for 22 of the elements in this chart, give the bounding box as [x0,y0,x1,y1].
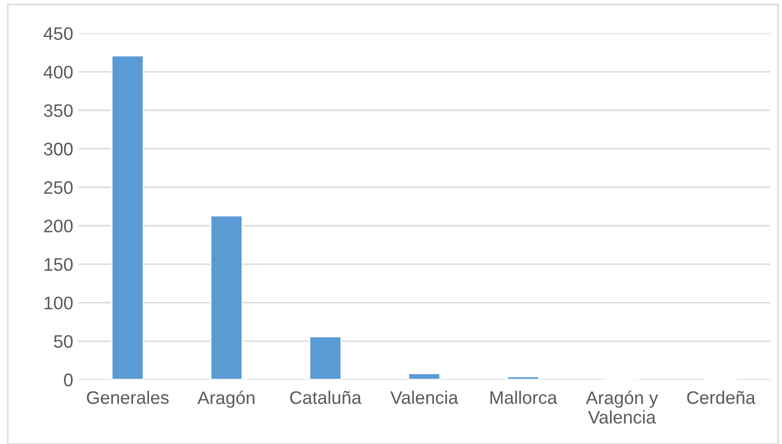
y-tick-label: 0 [64,374,73,386]
y-tick-label: 300 [44,142,73,156]
bar [210,215,244,380]
x-tick-label: Aragón [197,390,254,408]
x-tick-label: Generales [86,390,169,404]
x-tick-label: Aragón y Valencia [586,390,658,424]
y-tick-label: 400 [44,66,73,78]
y-tick-label: 50 [54,335,73,348]
y-tick-label: 150 [44,258,73,271]
y-tick-label: 100 [44,296,73,310]
x-tick-label: Cataluña [290,390,362,404]
bar [111,54,144,380]
y-tick-label: 450 [44,27,73,40]
bar [506,376,540,380]
bar [408,372,441,380]
y-tick-label: 200 [44,220,73,232]
y-tick-label: 350 [44,104,73,117]
x-tick-label: Cerdeña [687,390,756,404]
y-tick-label: 250 [44,181,73,194]
x-tick-label: Valencia [390,390,458,404]
x-tick-label: Mallorca [490,390,558,404]
bar [308,336,342,380]
